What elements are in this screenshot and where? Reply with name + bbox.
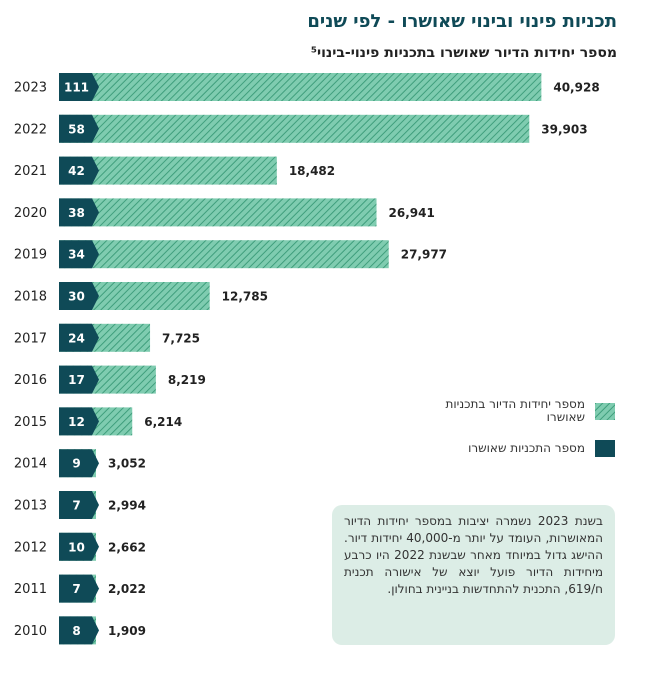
legend-swatch-hatched <box>595 402 615 420</box>
plans-count-badge <box>59 240 99 269</box>
units-bar <box>59 198 377 227</box>
year-tick-label: 2014 <box>14 457 47 472</box>
legend-label-plans: מספר התכניות שאושרו <box>468 441 585 456</box>
year-tick-label: 2023 <box>14 81 47 96</box>
year-tick-label: 2020 <box>14 206 47 221</box>
plans-count-badge <box>59 323 99 352</box>
units-value-label: 18,482 <box>289 164 335 178</box>
units-value-label: 12,785 <box>222 290 268 304</box>
plans-count-badge <box>59 365 99 394</box>
units-value-label: 2,994 <box>108 499 146 513</box>
plans-count-badge <box>59 198 99 227</box>
units-value-label: 3,052 <box>108 457 146 471</box>
units-value-label: 39,903 <box>541 122 587 136</box>
plans-count-badge <box>59 407 99 436</box>
plans-count-label: 12 <box>68 415 85 429</box>
units-value-label: 2,022 <box>108 582 146 596</box>
year-tick-label: 2011 <box>14 582 47 597</box>
plans-count-label: 38 <box>68 206 85 220</box>
bars-group: 2023 111 40,928 2022 58 39,903 2021 42 18,482 202… <box>14 73 600 645</box>
plans-count-badge <box>59 282 99 310</box>
legend-swatch-dark <box>595 440 615 458</box>
year-tick-label: 2018 <box>14 290 47 305</box>
plans-count-label: 9 <box>72 457 80 471</box>
plans-count-badge <box>59 574 99 603</box>
plans-count-badge <box>59 616 99 645</box>
plans-count-badge <box>59 532 99 561</box>
year-tick-label: 2022 <box>14 122 47 137</box>
units-value-label: 26,941 <box>389 206 435 220</box>
legend-label-units: מספר יחידות הדיור בתכניות שאושרו <box>445 397 586 425</box>
year-tick-label: 2019 <box>14 248 47 263</box>
plans-count-label: 24 <box>68 331 85 345</box>
plans-count-label: 8 <box>72 624 80 638</box>
plans-count-label: 7 <box>72 499 80 513</box>
year-tick-label: 2016 <box>14 373 47 388</box>
legend: מספר יחידות הדיור בתכניות שאושרו מספר הת… <box>410 397 615 473</box>
plans-count-label: 42 <box>68 164 85 178</box>
units-value-label: 1,909 <box>108 624 146 638</box>
units-value-label: 6,214 <box>144 415 182 429</box>
year-tick-label: 2013 <box>14 499 47 514</box>
plans-count-label: 10 <box>68 540 85 554</box>
plans-count-badge <box>59 491 99 519</box>
plans-count-badge <box>59 73 99 101</box>
legend-item-units: מספר יחידות הדיור בתכניות שאושרו <box>410 397 615 425</box>
plans-count-label: 58 <box>68 122 85 136</box>
chart-title: תכניות פינוי ובינוי שאושרו - לפי שנים <box>307 11 617 32</box>
plans-count-label: 34 <box>68 248 85 262</box>
year-tick-label: 2021 <box>14 164 47 179</box>
chart-subtitle: מספר יחידות הדיור שאושרו בתכניות פינוי-ב… <box>310 45 617 61</box>
year-tick-label: 2012 <box>14 540 47 555</box>
plans-count-label: 17 <box>68 373 85 387</box>
units-bar <box>59 114 530 143</box>
year-tick-label: 2015 <box>14 415 47 430</box>
units-value-label: 8,219 <box>168 373 206 387</box>
units-value-label: 2,662 <box>108 540 146 554</box>
plans-count-label: 30 <box>68 290 85 304</box>
info-note: בשנת 2023 נשמרה יציבות במספר יחידות הדיו… <box>332 505 615 645</box>
year-tick-label: 2010 <box>14 624 47 639</box>
units-value-label: 40,928 <box>553 81 599 95</box>
plans-count-label: 111 <box>64 81 89 95</box>
units-value-label: 27,977 <box>401 248 447 262</box>
plans-count-label: 7 <box>72 582 80 596</box>
legend-item-plans: מספר התכניות שאושרו <box>410 440 615 458</box>
plans-count-badge <box>59 156 99 185</box>
units-bar <box>59 240 389 269</box>
units-bar <box>59 73 542 101</box>
year-tick-label: 2017 <box>14 331 47 346</box>
plans-count-badge <box>59 114 99 143</box>
units-value-label: 7,725 <box>162 331 200 345</box>
plans-count-badge <box>59 449 99 478</box>
